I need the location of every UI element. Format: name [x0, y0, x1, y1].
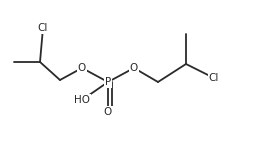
Text: O: O: [78, 63, 86, 73]
Text: P: P: [105, 77, 111, 87]
Text: Cl: Cl: [38, 23, 48, 33]
Text: O: O: [104, 107, 112, 117]
Text: HO: HO: [74, 95, 90, 105]
Text: Cl: Cl: [209, 73, 219, 83]
Text: O: O: [130, 63, 138, 73]
